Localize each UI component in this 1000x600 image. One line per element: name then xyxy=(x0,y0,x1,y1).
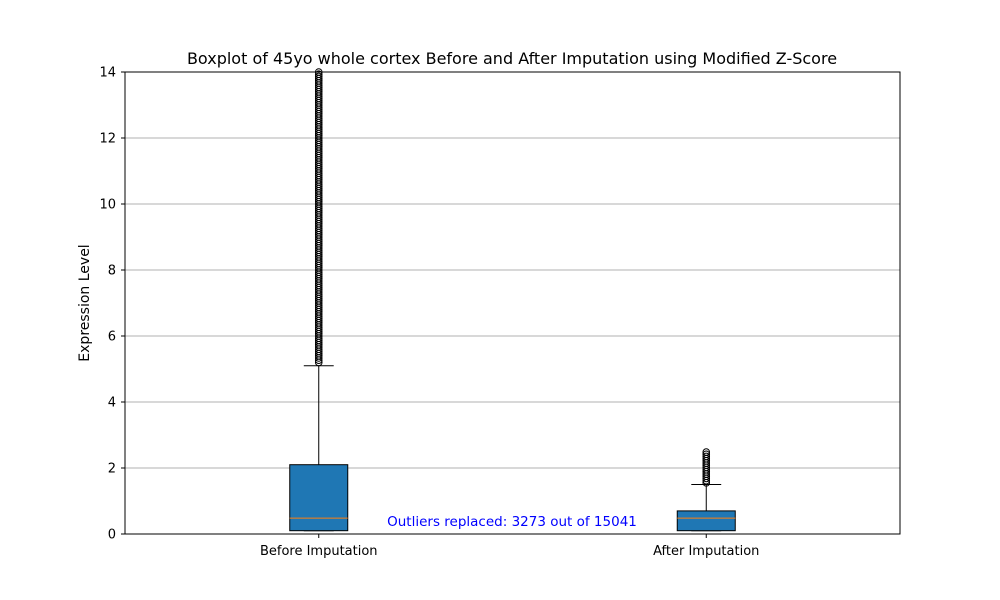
grid-lines xyxy=(125,137,900,469)
box-iqr xyxy=(289,464,349,532)
outlier-point xyxy=(702,448,711,456)
boxes xyxy=(289,68,736,532)
box-group xyxy=(676,448,736,532)
outliers-replaced-annotation: Outliers replaced: 3273 out of 15041 xyxy=(387,514,637,530)
y-tick-label: 12 xyxy=(99,132,116,147)
y-axis-ticks: 0 2 4 6 8 10 12 14 xyxy=(99,66,125,543)
box-iqr xyxy=(676,510,736,532)
x-tick-label: After Imputation xyxy=(653,544,759,559)
outlier-point xyxy=(314,70,323,78)
x-tick-label: Before Imputation xyxy=(260,544,378,559)
y-tick-label: 6 xyxy=(108,330,116,345)
y-tick-label: 0 xyxy=(108,528,116,543)
y-tick-label: 4 xyxy=(108,396,116,411)
y-tick-label: 2 xyxy=(108,462,116,477)
outlier-point xyxy=(702,452,711,461)
box-group xyxy=(289,68,349,532)
y-tick-label: 8 xyxy=(108,264,116,279)
y-axis-label: Expression Level xyxy=(77,244,93,361)
y-tick-label: 10 xyxy=(99,198,116,213)
chart-title: Boxplot of 45yo whole cortex Before and … xyxy=(187,49,837,68)
plot-area-frame xyxy=(124,71,901,535)
x-axis-ticks: Before Imputation After Imputation xyxy=(260,534,759,559)
y-tick-label: 14 xyxy=(99,66,116,81)
outlier-point xyxy=(702,450,711,459)
outlier-point xyxy=(314,72,323,81)
